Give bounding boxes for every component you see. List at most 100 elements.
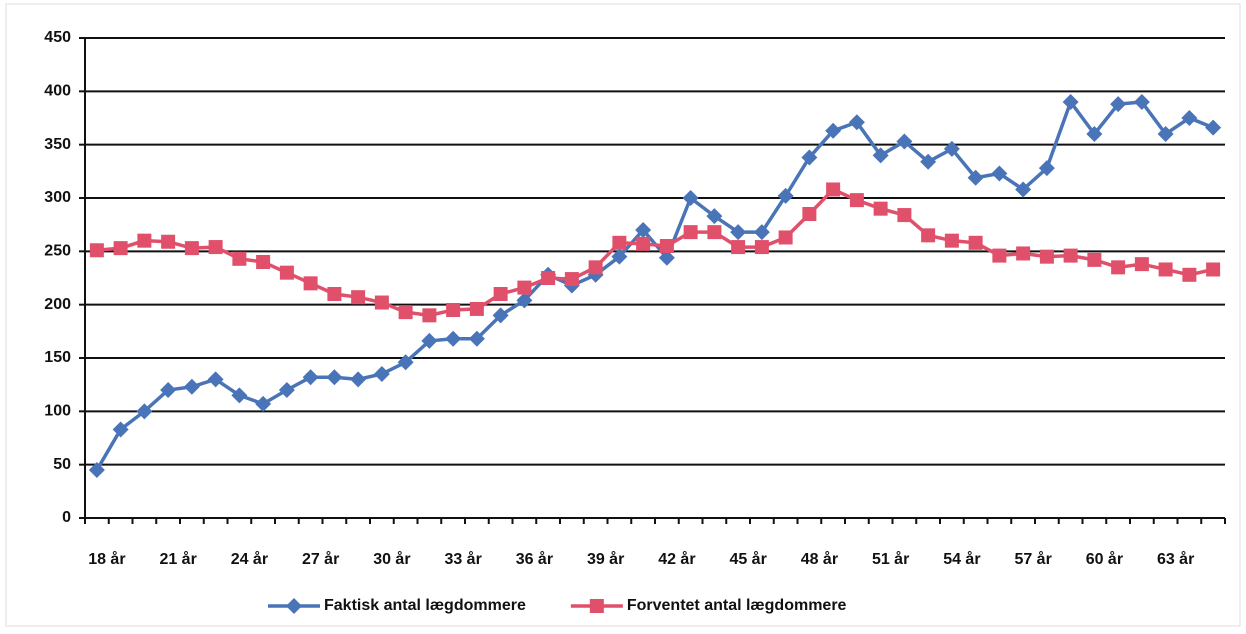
point-marker — [326, 369, 343, 386]
point-marker — [446, 303, 461, 317]
point-marker — [849, 193, 864, 208]
point-marker — [1182, 267, 1197, 282]
point-marker — [1063, 248, 1078, 263]
point-marker — [825, 122, 842, 139]
point-marker — [137, 233, 152, 248]
x-tick-label: 39 år — [587, 550, 624, 568]
point-marker — [351, 290, 366, 305]
point-marker — [1205, 119, 1222, 136]
point-marker — [778, 230, 793, 245]
legend-marker — [589, 599, 604, 613]
series — [88, 94, 1222, 478]
point-marker — [896, 133, 913, 150]
point-marker — [161, 234, 176, 249]
point-marker — [398, 305, 413, 320]
point-marker — [730, 224, 747, 241]
y-tick-label: 300 — [44, 189, 71, 206]
point-marker — [160, 382, 177, 398]
y-tick-label: 350 — [44, 136, 71, 153]
x-tick-label: 24 år — [231, 550, 268, 568]
x-tick-label: 48 år — [801, 550, 838, 568]
point-marker — [303, 276, 318, 291]
series — [89, 182, 1221, 323]
point-marker — [658, 249, 675, 266]
point-marker — [469, 301, 484, 316]
point-marker — [1110, 96, 1127, 113]
point-marker — [183, 378, 200, 395]
y-tick-label: 150 — [44, 349, 71, 366]
point-marker — [374, 295, 389, 310]
point-marker — [1111, 260, 1126, 275]
point-marker — [89, 243, 104, 258]
x-tick-label: 54 år — [943, 550, 980, 568]
point-marker — [1181, 110, 1198, 126]
point-marker — [873, 201, 888, 216]
y-tick-label: 100 — [44, 403, 71, 420]
point-marker — [564, 272, 579, 287]
x-tick-label: 45 år — [729, 550, 766, 568]
point-marker — [1039, 249, 1054, 264]
point-marker — [1062, 94, 1079, 110]
point-marker — [753, 224, 770, 241]
y-tick-label: 50 — [53, 456, 71, 473]
point-marker — [278, 382, 295, 398]
point-marker — [256, 255, 271, 269]
point-marker — [801, 149, 818, 166]
point-marker — [1087, 252, 1102, 267]
point-marker — [136, 403, 153, 420]
point-marker — [944, 233, 959, 248]
x-tick-label: 57 år — [1014, 550, 1051, 568]
x-tick-label: 18 år — [88, 550, 125, 568]
point-marker — [920, 153, 937, 170]
point-marker — [1157, 126, 1174, 142]
point-marker — [1086, 126, 1103, 142]
point-marker — [492, 307, 509, 324]
point-marker — [207, 371, 224, 388]
point-marker — [707, 225, 722, 240]
point-marker — [731, 240, 746, 255]
x-tick-label: 36 år — [516, 550, 553, 568]
point-marker — [992, 248, 1007, 263]
point-marker — [113, 241, 128, 256]
point-marker — [1158, 262, 1173, 277]
y-tick-label: 250 — [44, 243, 71, 260]
point-marker — [184, 241, 199, 256]
point-marker — [422, 308, 437, 323]
point-marker — [468, 330, 485, 347]
chart-frame — [5, 3, 1241, 627]
point-marker — [517, 280, 532, 295]
point-marker — [208, 240, 223, 255]
point-marker — [231, 387, 248, 404]
point-marker — [636, 236, 651, 251]
point-marker — [706, 208, 723, 225]
point-marker — [350, 371, 367, 388]
point-marker — [659, 239, 674, 253]
point-marker — [897, 208, 912, 223]
point-marker — [611, 248, 628, 265]
x-tick-label: 51 år — [872, 550, 909, 568]
legend-entry: Forventet antal lægdommere — [570, 597, 847, 614]
point-marker — [493, 287, 508, 301]
x-tick-label: 27 år — [302, 550, 339, 568]
point-marker — [445, 330, 462, 347]
point-marker — [635, 222, 652, 238]
x-tick-label: 33 år — [444, 550, 481, 568]
point-marker — [848, 114, 865, 131]
point-marker — [777, 187, 794, 204]
point-marker — [682, 190, 699, 206]
point-marker — [397, 354, 414, 371]
point-marker — [872, 147, 889, 164]
point-marker — [516, 292, 533, 309]
y-tick-label: 0 — [62, 509, 71, 526]
point-marker — [991, 165, 1008, 182]
point-marker — [968, 235, 983, 250]
x-tick-label: 63 år — [1157, 550, 1194, 568]
point-marker — [112, 421, 129, 438]
point-marker — [541, 271, 556, 285]
point-marker — [373, 366, 390, 382]
point-marker — [302, 369, 319, 386]
point-marker — [683, 225, 698, 240]
legend-label: Faktisk antal lægdommere — [324, 597, 526, 614]
point-marker — [967, 169, 984, 186]
